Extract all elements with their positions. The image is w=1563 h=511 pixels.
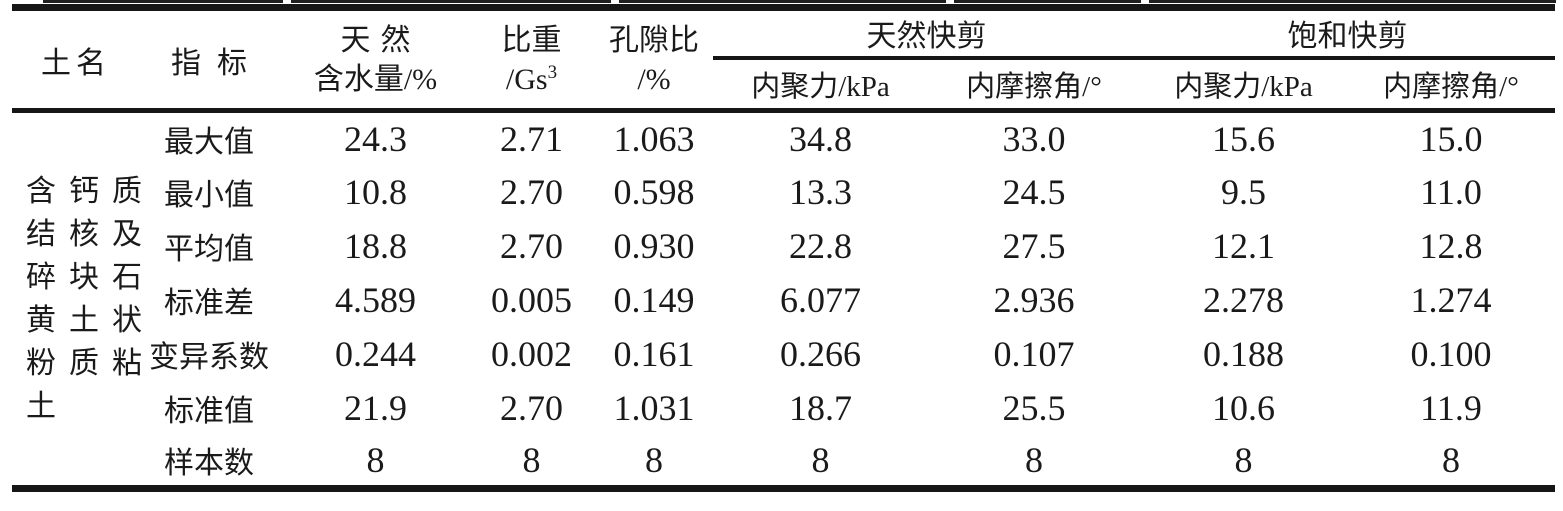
- cell-value: 1.031: [613, 387, 695, 428]
- cell-value: 33.0: [1002, 118, 1066, 159]
- top-edge-artifact-segment: [1149, 0, 1556, 3]
- cell-value: 0.161: [613, 333, 695, 374]
- soil-name-block: 含钙质 结核及 碎块石 黄土状 粉质粘 土: [12, 111, 155, 489]
- cell-value: 34.8: [789, 118, 852, 159]
- row-label-min: 最小值: [164, 178, 254, 212]
- cell-value: 12.1: [1212, 225, 1275, 266]
- cell-value: 24.5: [1002, 171, 1066, 212]
- cell-value: 12.8: [1419, 225, 1483, 266]
- row-label-sample-count: 样本数: [164, 446, 254, 480]
- cell-value: 10.8: [344, 171, 407, 212]
- row-label-mean: 平均值: [164, 232, 254, 266]
- cell-value: 18.8: [344, 225, 407, 266]
- header-soil-name: 土名: [12, 7, 135, 113]
- soil-name-line: 碎块石: [26, 261, 155, 294]
- sub-header-friction-angle-natural: 内摩擦角/°: [928, 57, 1140, 113]
- cell-value: 18.7: [789, 387, 852, 428]
- group-header-saturated-quick-shear: 饱和快剪: [1140, 7, 1555, 60]
- cell-value: 8: [1234, 439, 1253, 480]
- table-row: 平均值 18.8 2.70 0.930 22.8 27.5 12.1 12.8: [12, 219, 1555, 273]
- cell-value: 0.188: [1203, 333, 1284, 374]
- soil-name-line: 粉质粘: [26, 347, 155, 380]
- cell-value: 8: [366, 439, 385, 480]
- cell-value: 2.71: [500, 118, 563, 159]
- sub-header-cohesion-natural: 内聚力/kPa: [713, 57, 928, 113]
- cell-value: 1.063: [613, 118, 695, 159]
- cell-value: 21.9: [344, 387, 407, 428]
- soil-name-line: 黄土状: [26, 304, 155, 337]
- cell-value: 0.100: [1410, 333, 1492, 374]
- top-edge-artifact-segment: [43, 0, 283, 3]
- table-row: 含钙质 结核及 碎块石 黄土状 粉质粘 土 最大值 24.3 2.71 1.06…: [12, 111, 1555, 423]
- header-index: 指标: [135, 7, 283, 113]
- soil-statistics-table: 土名 指标 天然 含水量/% 比重 /Gs3 孔隙比 /% 天然快剪 饱和快剪 …: [12, 4, 1555, 492]
- cell-value: 13.3: [789, 171, 852, 212]
- cell-value: 0.107: [993, 333, 1075, 374]
- top-edge-artifact-segment: [619, 0, 946, 3]
- sub-header-friction-angle-saturated: 内摩擦角/°: [1347, 57, 1555, 113]
- superscript-3: 3: [547, 61, 558, 83]
- soil-name-line: 土: [26, 390, 69, 423]
- cell-value: 11.0: [1420, 171, 1482, 212]
- cell-value: 8: [1025, 439, 1043, 480]
- cell-value: 25.5: [1002, 387, 1066, 428]
- cell-value: 6.077: [780, 279, 861, 320]
- header-natural-water-content: 天然 含水量/%: [283, 7, 468, 113]
- cell-value: 0.005: [491, 279, 572, 320]
- cell-value: 8: [645, 439, 663, 480]
- cell-value: 0.266: [780, 333, 861, 374]
- top-edge-artifact-segment: [291, 0, 611, 3]
- row-label-standard-value: 标准值: [164, 394, 254, 428]
- cell-value: 0.930: [613, 225, 695, 266]
- table-row: 标准值 21.9 2.70 1.031 18.7 25.5 10.6 11.9: [12, 381, 1555, 435]
- cell-value: 2.70: [500, 387, 563, 428]
- header-void-ratio: 孔隙比 /%: [595, 7, 713, 113]
- cell-value: 0.149: [613, 279, 695, 320]
- cell-value: 24.3: [344, 118, 407, 159]
- cell-value: 2.70: [500, 171, 563, 212]
- soil-name-line: 结核及: [26, 218, 155, 251]
- top-edge-artifact-segment: [954, 0, 1141, 3]
- table-row: 最小值 10.8 2.70 0.598 13.3 24.5 9.5 11.0: [12, 165, 1555, 219]
- table-row: 样本数 8 8 8 8 8 8 8: [12, 435, 1555, 489]
- row-label-coeff-variation: 变异系数: [149, 340, 269, 374]
- table-row: 变异系数 0.244 0.002 0.161 0.266 0.107 0.188…: [12, 327, 1555, 381]
- soil-name-line: 含钙质: [26, 175, 155, 208]
- cell-value: 22.8: [789, 225, 852, 266]
- cell-value: 8: [1442, 439, 1460, 480]
- cell-value: 15.6: [1212, 118, 1275, 159]
- cell-value: 4.589: [335, 279, 416, 320]
- cell-value: 11.9: [1420, 387, 1482, 428]
- row-label-std-dev: 标准差: [164, 286, 254, 320]
- sub-header-cohesion-saturated: 内聚力/kPa: [1140, 57, 1347, 113]
- row-label-max: 最大值: [164, 125, 254, 159]
- cell-value: 0.244: [335, 333, 416, 374]
- cell-value: 2.278: [1203, 279, 1284, 320]
- cell-value: 2.70: [500, 225, 563, 266]
- cell-value: 2.936: [993, 279, 1075, 320]
- table-row: 标准差 4.589 0.005 0.149 6.077 2.936 2.278 …: [12, 273, 1555, 327]
- cell-value: 10.6: [1212, 387, 1275, 428]
- header-specific-gravity: 比重 /Gs3: [468, 7, 595, 113]
- group-header-natural-quick-shear: 天然快剪: [713, 7, 1140, 60]
- cell-value: 15.0: [1419, 118, 1483, 159]
- cell-value: 8: [522, 439, 541, 480]
- cell-value: 0.002: [491, 333, 572, 374]
- cell-value: 9.5: [1221, 171, 1266, 212]
- cell-value: 8: [811, 439, 830, 480]
- cell-value: 27.5: [1002, 225, 1066, 266]
- cell-value: 0.598: [613, 171, 695, 212]
- cell-value: 1.274: [1410, 279, 1492, 320]
